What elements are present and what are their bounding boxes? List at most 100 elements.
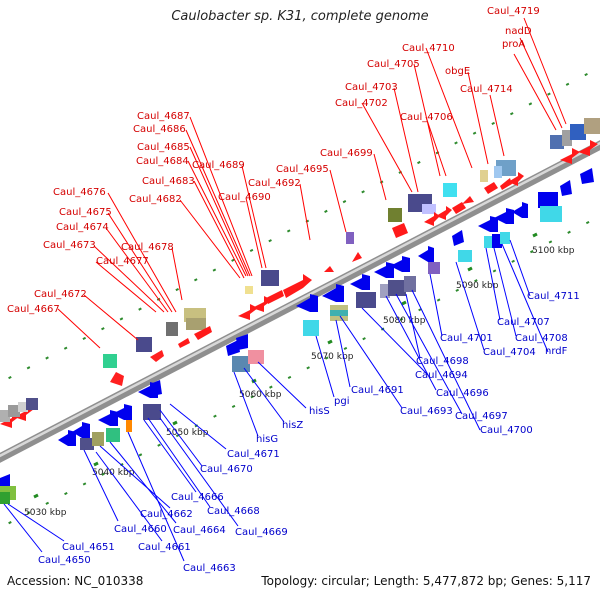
gene-label: Caul_4671 bbox=[227, 449, 280, 460]
forward-gene-arrow bbox=[324, 266, 334, 272]
gene-label: hisG bbox=[256, 434, 278, 445]
reverse-gene-block bbox=[388, 280, 406, 296]
reverse-gene-block bbox=[500, 232, 510, 244]
forward-gene-arrow bbox=[436, 206, 452, 220]
reverse-gene-block bbox=[232, 356, 250, 372]
scale-label: 5040 kbp bbox=[92, 468, 135, 478]
gene-label: Caul_4672 bbox=[34, 289, 87, 300]
gene-label: Caul_4704 bbox=[483, 347, 536, 358]
forward-gene-block bbox=[136, 337, 152, 352]
gene-label: Caul_4676 bbox=[53, 187, 106, 198]
gene-label: Caul_4660 bbox=[114, 524, 167, 535]
forward-gene-arrow bbox=[352, 252, 362, 262]
reverse-gene-arrow bbox=[560, 180, 572, 196]
reverse-gene-arrow bbox=[374, 262, 394, 278]
forward-gene-arrow bbox=[266, 290, 284, 304]
gene-label: Caul_4707 bbox=[497, 317, 550, 328]
gene-label: Caul_4683 bbox=[142, 176, 195, 187]
gene-label: Caul_4661 bbox=[138, 542, 191, 553]
scale-label: 5060 kbp bbox=[239, 390, 282, 400]
scale-labels: 5030 kbp 5040 kbp 5050 kbp 5060 kbp 5070… bbox=[24, 246, 575, 518]
forward-gene-arrow bbox=[578, 140, 598, 156]
reverse-gene-block bbox=[80, 438, 94, 450]
forward-gene-block bbox=[186, 318, 206, 330]
forward-gene-arrow bbox=[392, 223, 408, 238]
forward-gene-block bbox=[261, 270, 279, 286]
gene-label: nadD bbox=[505, 26, 532, 37]
reverse-gene-block bbox=[538, 192, 558, 208]
gene-label: Caul_4708 bbox=[515, 333, 568, 344]
gene-label: obgE bbox=[445, 66, 470, 77]
forward-gene-block bbox=[0, 410, 10, 422]
reverse-gene-arrow bbox=[512, 202, 528, 218]
gene-label: Caul_4674 bbox=[56, 222, 109, 233]
forward-gene-block bbox=[550, 135, 564, 149]
gene-label: Caul_4719 bbox=[487, 6, 540, 17]
forward-gene-arrow bbox=[238, 304, 258, 320]
reverse-gene-block bbox=[380, 284, 390, 298]
genome-backbone bbox=[0, 140, 600, 463]
reverse-gene-arrow bbox=[494, 208, 514, 224]
forward-gene-block bbox=[422, 204, 436, 214]
reverse-gene-arrow bbox=[296, 294, 318, 312]
forward-gene-arrow bbox=[484, 182, 498, 194]
topology-label: Topology: circular; Length: 5,477,872 bp… bbox=[261, 574, 591, 588]
gene-label: Caul_4691 bbox=[351, 385, 404, 396]
forward-gene-arrow bbox=[150, 350, 164, 362]
gene-label: Caul_4692 bbox=[248, 178, 301, 189]
gene-label: Caul_4711 bbox=[527, 291, 580, 302]
reverse-gene-block bbox=[92, 432, 104, 446]
gene-label: Caul_4706 bbox=[400, 112, 453, 123]
reverse-gene-block bbox=[428, 262, 440, 274]
gene-label: Caul_4710 bbox=[402, 43, 455, 54]
forward-gene-block bbox=[562, 130, 572, 146]
gene-label: Caul_4677 bbox=[96, 256, 149, 267]
reverse-gene-arrow bbox=[58, 430, 76, 446]
map-title: Caulobacter sp. K31, complete genome bbox=[171, 9, 429, 24]
gene-label: hisZ bbox=[282, 420, 303, 431]
reverse-gene-block bbox=[492, 234, 502, 248]
gene-label: Caul_4694 bbox=[415, 370, 468, 381]
forward-gene-block bbox=[346, 232, 354, 244]
forward-gene-arrow bbox=[560, 148, 580, 164]
forward-gene-block bbox=[8, 405, 20, 417]
scale-label: 5050 kbp bbox=[166, 428, 209, 438]
scale-label: 5090 kbp bbox=[456, 281, 499, 291]
reverse-gene-block bbox=[356, 292, 376, 308]
reverse-gene-block bbox=[0, 492, 10, 504]
reverse-gene-arrow bbox=[322, 284, 344, 302]
forward-gene-labels: Caul_4667 Caul_4672 Caul_4677 Caul_4673 … bbox=[7, 6, 540, 315]
gene-label: Caul_4690 bbox=[218, 192, 271, 203]
scale-label: 5070 kbp bbox=[311, 352, 354, 362]
gene-label: Caul_4693 bbox=[400, 406, 453, 417]
reverse-gene-block bbox=[458, 250, 472, 262]
forward-gene-block bbox=[443, 183, 457, 197]
forward-gene-block bbox=[26, 398, 38, 410]
gene-label: Caul_4684 bbox=[136, 156, 189, 167]
gene-label: Caul_4675 bbox=[59, 207, 112, 218]
gene-label: Caul_4696 bbox=[436, 388, 489, 399]
reverse-gene-arrow bbox=[226, 340, 240, 356]
forward-gene-block bbox=[245, 286, 253, 294]
reverse-gene-block bbox=[106, 428, 120, 442]
reverse-outer-track bbox=[0, 215, 600, 529]
gene-label: Caul_4669 bbox=[235, 527, 288, 538]
reverse-gene-block bbox=[404, 276, 416, 292]
reverse-features bbox=[0, 168, 594, 504]
reverse-gene-arrow bbox=[112, 404, 132, 420]
forward-gene-arrow bbox=[462, 196, 474, 204]
forward-gene-arrow bbox=[110, 372, 124, 386]
gene-label: Caul_4651 bbox=[62, 542, 115, 553]
forward-gene-arrow bbox=[424, 212, 440, 226]
gene-label: Caul_4700 bbox=[480, 425, 533, 436]
gene-label: nrdF bbox=[545, 346, 568, 357]
gene-label: Caul_4685 bbox=[137, 142, 190, 153]
gene-label: Caul_4682 bbox=[129, 194, 182, 205]
gene-label: Caul_4699 bbox=[320, 148, 373, 159]
forward-gene-arrow bbox=[194, 326, 212, 340]
reverse-gene-block bbox=[126, 420, 132, 432]
forward-gene-arrow bbox=[508, 172, 524, 186]
gene-label: pgi bbox=[334, 396, 349, 407]
